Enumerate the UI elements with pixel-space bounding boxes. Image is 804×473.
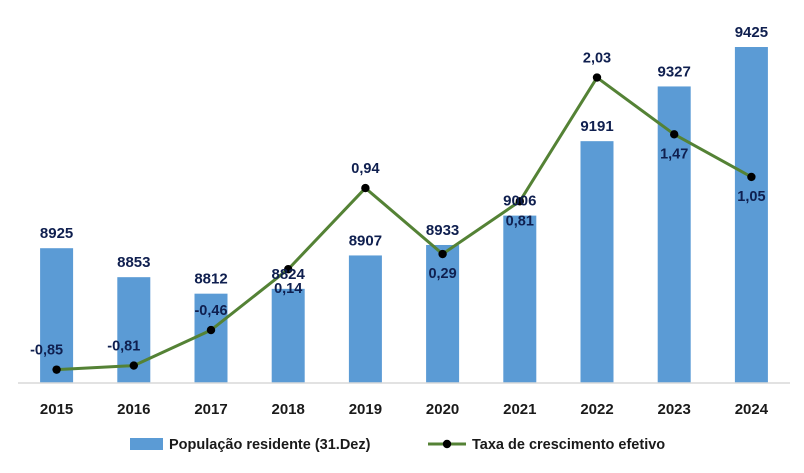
bar-2017 [194,293,228,383]
line-label-2015: -0,85 [30,343,63,359]
x-tick-2022: 2022 [580,401,613,418]
line-point-2019 [361,183,370,193]
line-label-2022: 2,03 [583,51,611,67]
x-tick-2017: 2017 [194,401,227,418]
bar-label-2020: 8933 [426,222,459,239]
bar-2019 [348,255,382,383]
bar-2024 [734,47,768,384]
bar-label-2023: 9327 [658,63,691,80]
x-tick-2023: 2023 [658,401,691,418]
bar-2022 [580,141,614,383]
x-tick-2020: 2020 [426,401,459,418]
bar-data-labels: 8925 8853 8812 8824 8907 8933 9006 9191 9327 9425 [40,24,768,288]
line-label-2023: 1,47 [660,146,688,162]
line-point-2016 [129,361,138,370]
line-label-2017: -0,46 [194,303,227,319]
bar-label-2018: 8824 [272,266,306,283]
x-tick-2018: 2018 [272,401,305,418]
x-tick-2015: 2015 [40,401,73,418]
x-tick-2024: 2024 [735,401,769,418]
line-label-2021: 0,81 [506,213,534,229]
legend-line-marker [442,439,452,449]
bar-label-2021: 9006 [503,193,536,210]
bar-label-2015: 8925 [40,225,73,242]
line-point-2020 [438,249,447,259]
line-point-2023 [670,130,679,139]
line-point-2024 [747,172,756,182]
x-tick-2019: 2019 [349,401,382,418]
line-series [52,73,756,374]
line-point-2015 [52,365,61,374]
bar-2015 [40,248,74,383]
bar-label-2022: 9191 [580,118,613,135]
line-label-2019: 0,94 [351,161,379,177]
bar-series [40,47,768,384]
line-point-2022 [592,73,602,82]
legend: População residente (31.Dez) Taxa de cre… [130,437,665,453]
x-tick-2021: 2021 [503,401,536,418]
legend-line-label: Taxa de crescimento efetivo [472,437,665,453]
legend-bar-swatch [130,438,163,450]
legend-bar-label: População residente (31.Dez) [169,437,371,453]
bar-2018 [271,288,305,383]
bar-2020 [426,244,460,383]
line-label-2020: 0,29 [428,266,456,282]
line-label-2016: -0,81 [107,339,140,355]
line-point-2018 [284,265,293,274]
x-axis-tick-labels: 2015 2016 2017 2018 2019 2020 2021 2022 2023 2024 [40,401,769,418]
line-point-2021 [515,197,524,206]
growth-rate-line [56,76,753,372]
x-tick-2016: 2016 [117,401,150,418]
bar-label-2016: 8853 [117,254,150,271]
line-label-2024: 1,05 [737,189,765,205]
bar-label-2024: 9425 [735,24,768,41]
bar-2021 [503,215,537,383]
bar-label-2017: 8812 [194,271,227,288]
line-data-labels: -0,85 -0,81 -0,46 0,14 0,94 0,29 0,81 2,03 1,47 1… [30,51,765,359]
line-point-2017 [206,325,216,335]
bar-label-2019: 8907 [349,232,382,249]
line-label-2018: 0,14 [274,281,302,297]
